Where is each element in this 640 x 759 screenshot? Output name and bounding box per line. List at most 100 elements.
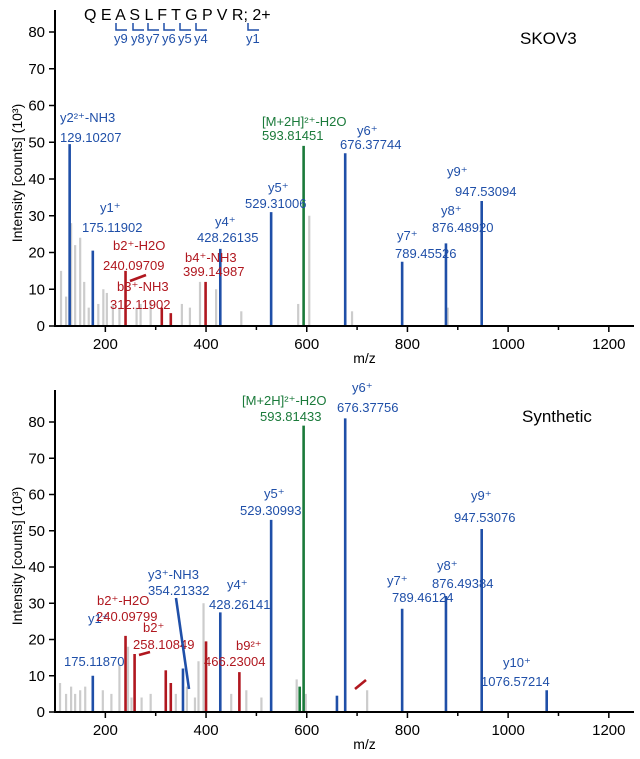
ion-label: [M+2H]²⁺-H2O — [262, 114, 347, 129]
y-tick-label: 10 — [28, 281, 45, 298]
x-tick-label: 400 — [194, 336, 219, 353]
ion-label: b9²⁺ — [236, 638, 262, 653]
x-tick-label: 1000 — [491, 722, 524, 739]
fragment-bracket — [195, 23, 207, 31]
ion-mz-label: 129.10207 — [60, 130, 121, 145]
ion-label: y5⁺ — [268, 180, 289, 195]
annotation-leader — [129, 273, 147, 283]
fragment-label: y1 — [246, 31, 260, 46]
ion-label: b2⁺-H2O — [97, 593, 149, 608]
y-tick-label: 50 — [28, 523, 45, 540]
ion-mz-label: 593.81451 — [262, 128, 323, 143]
ion-mz-label: 876.49384 — [432, 576, 493, 591]
ion-mz-label: 676.37744 — [340, 137, 401, 152]
ion-mz-label: 789.46124 — [392, 590, 453, 605]
y-tick-label: 70 — [28, 61, 45, 78]
fragment-bracket — [132, 23, 144, 31]
ion-mz-label: 947.53094 — [455, 184, 516, 199]
ion-label: y2²⁺-NH3 — [60, 110, 115, 125]
ion-label: b2⁺-H2O — [113, 238, 165, 253]
fragment-label: y7 — [146, 31, 160, 46]
fragment-bracket — [247, 23, 259, 31]
panel-label: SKOV3 — [520, 29, 577, 48]
annotation-leader — [138, 650, 151, 657]
ion-mz-label: 354.21332 — [148, 583, 209, 598]
y-axis-title: Intensity [counts] (10³) — [9, 487, 25, 626]
ion-mz-label: 175.11902 — [82, 220, 143, 235]
x-tick-label: 800 — [395, 722, 420, 739]
ion-mz-label: 240.09799 — [96, 609, 157, 624]
ion-label: b3⁺-NH3 — [117, 279, 169, 294]
ion-label: y1⁺ — [88, 611, 109, 626]
y-tick-label: 10 — [28, 668, 45, 685]
fragment-bracket — [147, 23, 159, 31]
ion-label: y4⁺ — [215, 214, 236, 229]
ion-mz-label: 876.48920 — [432, 220, 493, 235]
fragment-label: y9 — [114, 31, 128, 46]
y-tick-label: 40 — [28, 171, 45, 188]
annotation-leader — [174, 597, 191, 690]
fragment-label: y8 — [131, 31, 145, 46]
spectrum-panel-2: 0 10 20 30 40 50 60 70 80 200 400 600 800 1000 1200 m/z… — [9, 380, 634, 752]
ion-label: y9⁺ — [471, 488, 492, 503]
peptide-sequence: Q E A S L F T G P V R; 2+ — [84, 7, 271, 24]
ion-mz-label: 789.45526 — [395, 246, 456, 261]
y-tick-label: 20 — [28, 245, 45, 262]
ion-mz-label: 947.53076 — [454, 510, 515, 525]
fragment-label: y5 — [178, 31, 192, 46]
ion-mz-label: 240.09709 — [103, 258, 164, 273]
x-tick-label: 1000 — [491, 336, 524, 353]
ion-mz-label: 529.30993 — [240, 503, 301, 518]
x-tick-label: 200 — [93, 722, 118, 739]
panel-label: Synthetic — [522, 407, 592, 426]
y-tick-label: 80 — [28, 414, 45, 431]
ion-mz-label: 466.23004 — [204, 654, 265, 669]
x-tick-label: 800 — [395, 336, 420, 353]
y-axis-title: Intensity [counts] (10³) — [9, 104, 25, 243]
y-tick-label: 20 — [28, 632, 45, 649]
ion-mz-label: 399.14987 — [183, 264, 244, 279]
y-tick-label: 80 — [28, 24, 45, 41]
ion-label: y1⁺ — [100, 200, 121, 215]
ion-label: y6⁺ — [357, 123, 378, 138]
ion-mz-label: 1076.57214 — [481, 674, 550, 689]
y-tick-label: 70 — [28, 450, 45, 467]
ion-label: y4⁺ — [227, 577, 248, 592]
y-tick-label: 60 — [28, 98, 45, 115]
fragment-bracket — [115, 23, 127, 31]
fragment-bracket — [179, 23, 191, 31]
x-tick-label: 600 — [294, 336, 319, 353]
ion-mz-label: 312.11902 — [110, 297, 171, 312]
x-axis-title: m/z — [353, 736, 376, 752]
ion-label: b4⁺-NH3 — [185, 250, 237, 265]
y-tick-label: 30 — [28, 208, 45, 225]
ion-label: y5⁺ — [264, 486, 285, 501]
fragment-label: y4 — [194, 31, 208, 46]
ion-label: y9⁺ — [447, 164, 468, 179]
ion-label: [M+2H]²⁺-H2O — [242, 393, 327, 408]
ion-label: y6⁺ — [352, 380, 373, 395]
ion-mz-label: 258.10849 — [133, 637, 194, 652]
y-tick-label: 60 — [28, 487, 45, 504]
x-tick-label: 400 — [194, 722, 219, 739]
fragment-bracket — [163, 23, 175, 31]
y-tick-label: 40 — [28, 559, 45, 576]
ion-label: y8⁺ — [437, 558, 458, 573]
y-tick-label: 0 — [37, 704, 45, 721]
annotation-leader — [354, 678, 367, 691]
ion-mz-label: 593.81433 — [260, 409, 321, 424]
ion-label: y7⁺ — [397, 228, 418, 243]
spectrum-panel-1: 0 10 20 30 40 50 60 70 80 200 400 600 800 1000 1200 m/z… — [9, 7, 634, 366]
ion-label: y3⁺-NH3 — [148, 567, 199, 582]
x-tick-label: 600 — [294, 722, 319, 739]
x-tick-label: 1200 — [592, 722, 625, 739]
ion-mz-label: 428.26141 — [209, 597, 270, 612]
x-tick-label: 1200 — [592, 336, 625, 353]
ion-mz-label: 428.26135 — [197, 230, 258, 245]
y-tick-label: 50 — [28, 134, 45, 151]
ion-mz-label: 676.37756 — [337, 400, 398, 415]
y-tick-label: 30 — [28, 595, 45, 612]
ion-mz-label: 175.11870 — [64, 654, 125, 669]
fragment-label: y6 — [162, 31, 176, 46]
